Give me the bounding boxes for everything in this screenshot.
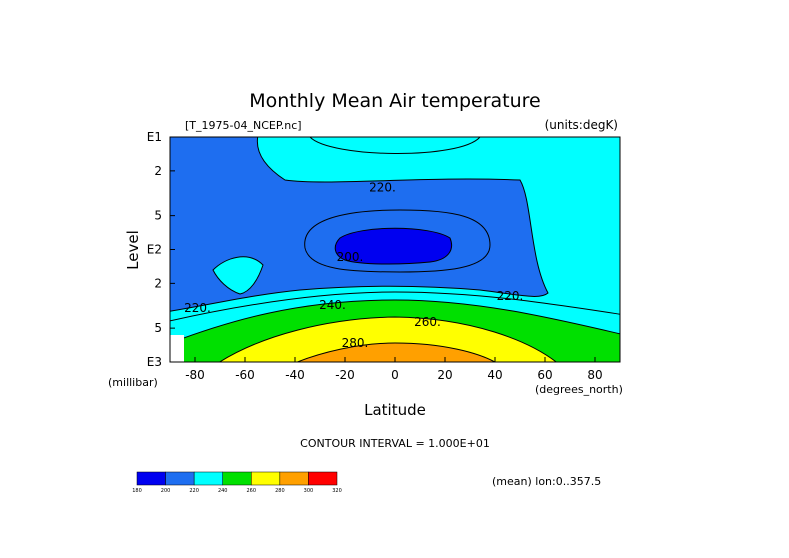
- y-tick-label: 2: [154, 276, 162, 290]
- colorbar-label: 200: [161, 488, 171, 494]
- x-axis-label: Latitude: [364, 401, 426, 419]
- x-tick-label: -80: [185, 368, 205, 382]
- colorbar-label: 220: [189, 488, 199, 494]
- x-tick-label: 40: [487, 368, 502, 382]
- contour-label: 220.: [497, 289, 524, 303]
- colorbar-label: 280: [275, 488, 285, 494]
- colorbar-label: 180: [132, 488, 142, 494]
- contour-region: [212, 256, 264, 295]
- x-tick-label: -60: [235, 368, 255, 382]
- x-units: (degrees_north): [535, 383, 623, 396]
- missing-data: [170, 335, 184, 362]
- contour-line: [304, 209, 491, 273]
- contour-label: 240.: [319, 298, 346, 312]
- contour-label: 280.: [342, 336, 369, 350]
- units-label: (units:degK): [545, 118, 618, 132]
- colorbar-box: [193, 471, 223, 486]
- contour-label: 220.: [369, 180, 396, 194]
- contour-interval: CONTOUR INTERVAL = 1.000E+01: [300, 437, 490, 450]
- contour-line: [170, 291, 620, 322]
- contour-region: [218, 316, 557, 362]
- x-tick-label: 80: [587, 368, 602, 382]
- y-tick-label: 2: [154, 164, 162, 178]
- x-tick-label: 60: [537, 368, 552, 382]
- colorbar-box: [165, 471, 195, 486]
- colorbar-box: [279, 471, 309, 486]
- contour-label: 220.: [184, 301, 211, 315]
- contour-region: [334, 227, 453, 265]
- x-tick-label: 0: [391, 368, 399, 382]
- y-tick-label: E1: [147, 130, 162, 144]
- contour-field: [170, 137, 620, 362]
- contour-region: [170, 137, 549, 312]
- y-tick-label: 5: [154, 209, 162, 223]
- colorbar-box: [308, 471, 338, 486]
- colorbar-label: 320: [332, 488, 342, 494]
- contour-line: [309, 137, 481, 154]
- x-tick-label: 20: [437, 368, 452, 382]
- contour-label: 260.: [414, 315, 441, 329]
- subtitle: [T_1975-04_NCEP.nc]: [185, 119, 302, 132]
- colorbar-box: [251, 471, 281, 486]
- contour-label: 200.: [337, 250, 364, 264]
- footnote: (mean) lon:0..357.5: [492, 475, 601, 488]
- y-tick-label: E2: [147, 243, 162, 257]
- colorbar-label: 300: [304, 488, 314, 494]
- colorbar-box: [136, 471, 166, 486]
- x-tick-label: -20: [335, 368, 355, 382]
- y-units: (millibar): [108, 376, 158, 389]
- chart-title: Monthly Mean Air temperature: [249, 90, 540, 112]
- colorbar-label: 260: [247, 488, 257, 494]
- colorbar-label: 240: [218, 488, 228, 494]
- y-axis-label: Level: [124, 230, 142, 270]
- colorbar-box: [222, 471, 252, 486]
- y-tick-label: 5: [154, 321, 162, 335]
- x-tick-label: -40: [285, 368, 305, 382]
- y-tick-label: E3: [147, 355, 162, 369]
